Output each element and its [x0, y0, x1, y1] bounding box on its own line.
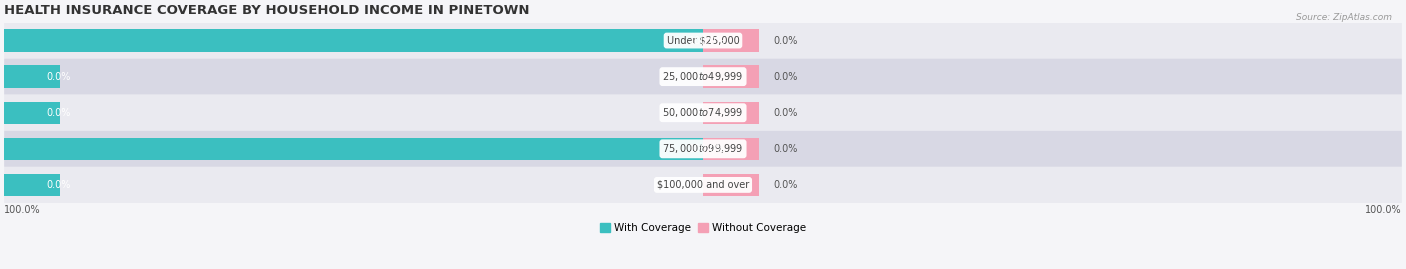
FancyBboxPatch shape: [4, 167, 1402, 203]
Text: Under $25,000: Under $25,000: [666, 36, 740, 45]
Text: 100.0%: 100.0%: [689, 144, 725, 154]
Text: $25,000 to $49,999: $25,000 to $49,999: [662, 70, 744, 83]
Text: Source: ZipAtlas.com: Source: ZipAtlas.com: [1296, 13, 1392, 22]
Text: $75,000 to $99,999: $75,000 to $99,999: [662, 142, 744, 155]
Bar: [4, 138, 703, 160]
Bar: [703, 65, 759, 88]
Text: 100.0%: 100.0%: [1365, 205, 1402, 215]
Legend: With Coverage, Without Coverage: With Coverage, Without Coverage: [596, 219, 810, 238]
Text: 0.0%: 0.0%: [773, 36, 797, 45]
Text: 0.0%: 0.0%: [46, 108, 70, 118]
FancyBboxPatch shape: [4, 23, 1402, 59]
Text: $50,000 to $74,999: $50,000 to $74,999: [662, 106, 744, 119]
Text: 0.0%: 0.0%: [773, 180, 797, 190]
Text: 0.0%: 0.0%: [773, 108, 797, 118]
Text: 100.0%: 100.0%: [689, 36, 725, 45]
Text: 0.0%: 0.0%: [773, 144, 797, 154]
Text: 100.0%: 100.0%: [4, 205, 41, 215]
Bar: [703, 174, 759, 196]
FancyBboxPatch shape: [4, 131, 1402, 167]
Bar: [4, 65, 60, 88]
Text: 0.0%: 0.0%: [46, 180, 70, 190]
Text: 0.0%: 0.0%: [773, 72, 797, 82]
Bar: [4, 29, 703, 52]
Bar: [4, 174, 60, 196]
Bar: [703, 29, 759, 52]
Bar: [4, 101, 60, 124]
Bar: [703, 101, 759, 124]
Text: 0.0%: 0.0%: [46, 72, 70, 82]
FancyBboxPatch shape: [4, 59, 1402, 95]
Bar: [703, 138, 759, 160]
FancyBboxPatch shape: [4, 95, 1402, 131]
Text: HEALTH INSURANCE COVERAGE BY HOUSEHOLD INCOME IN PINETOWN: HEALTH INSURANCE COVERAGE BY HOUSEHOLD I…: [4, 4, 530, 17]
Text: $100,000 and over: $100,000 and over: [657, 180, 749, 190]
